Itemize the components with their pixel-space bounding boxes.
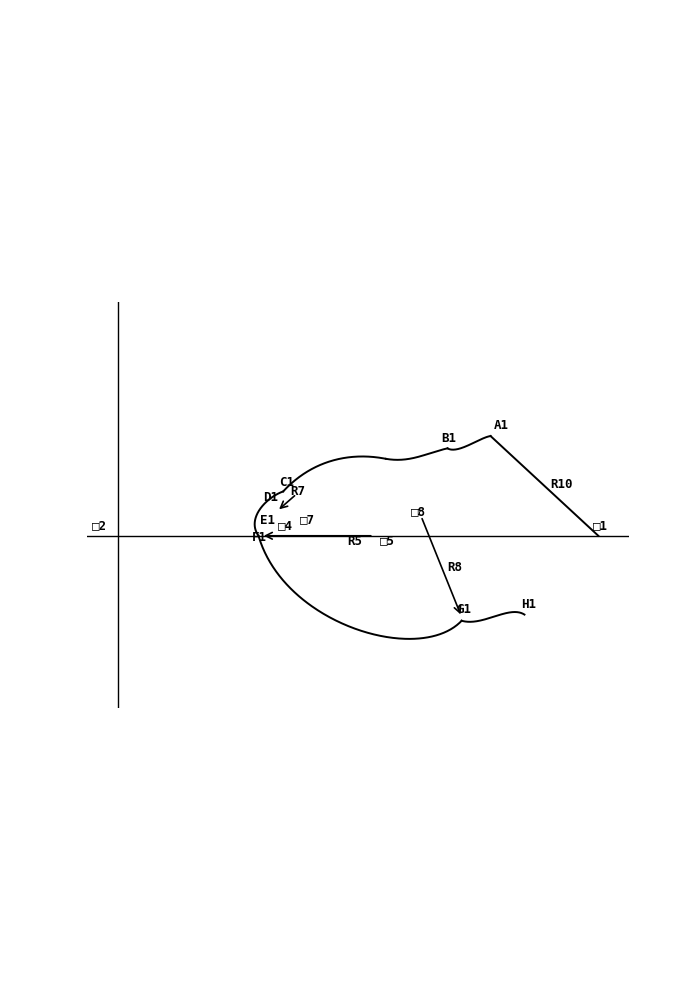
Text: G1: G1 <box>456 603 472 616</box>
Text: E1: E1 <box>260 514 275 527</box>
Text: □5: □5 <box>380 534 395 547</box>
Text: H1: H1 <box>521 598 536 611</box>
Text: F1: F1 <box>252 531 267 544</box>
Text: B1: B1 <box>441 432 456 445</box>
Text: D1: D1 <box>264 491 278 504</box>
Text: R10: R10 <box>550 478 572 491</box>
Text: R7: R7 <box>291 485 305 498</box>
Text: R5: R5 <box>347 535 362 548</box>
Text: □2: □2 <box>92 519 108 532</box>
Text: C1: C1 <box>280 476 294 489</box>
Text: □7: □7 <box>301 513 315 526</box>
Text: □4: □4 <box>278 520 293 533</box>
Text: A1: A1 <box>493 419 509 432</box>
Text: R8: R8 <box>447 561 463 574</box>
Text: □8: □8 <box>410 506 426 519</box>
Text: □1: □1 <box>593 519 608 532</box>
